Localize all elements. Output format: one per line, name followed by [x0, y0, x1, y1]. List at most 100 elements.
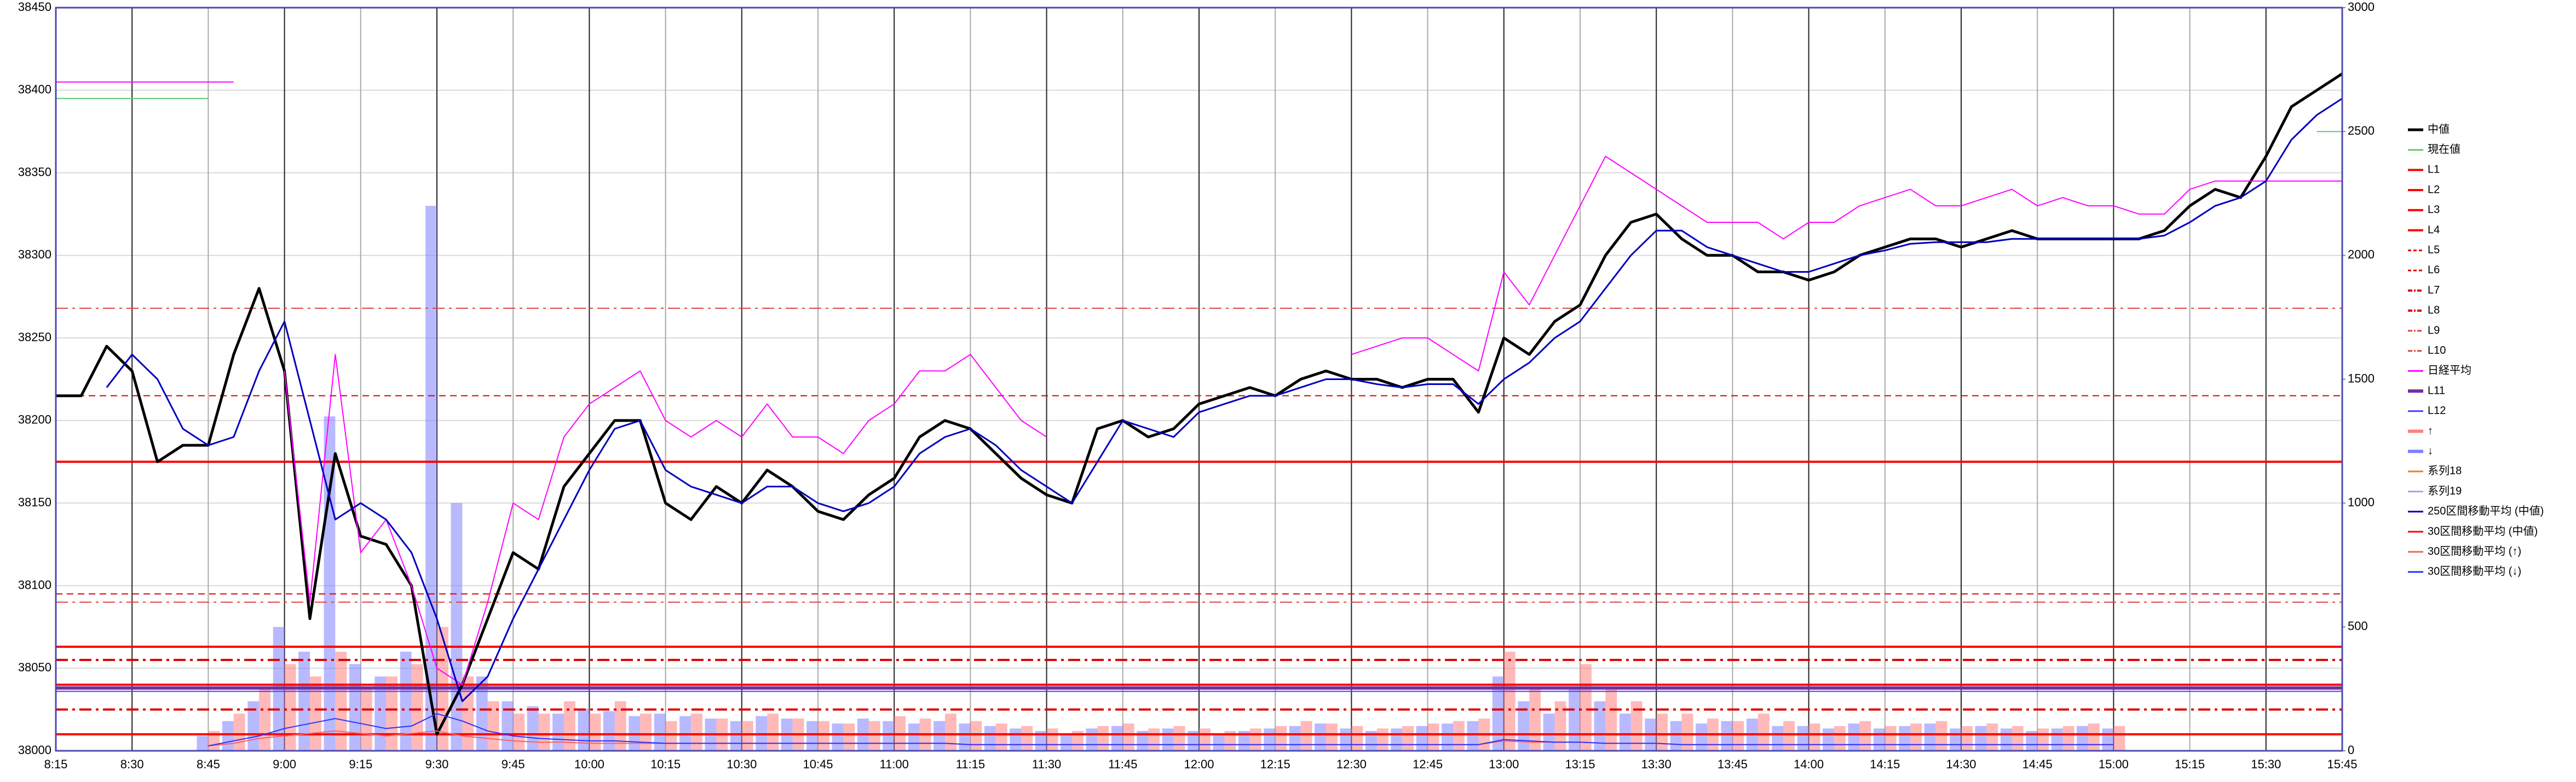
x-tick-label: 12:30 — [1336, 757, 1367, 771]
volume-bar — [1086, 728, 1098, 751]
volume-bar — [1580, 664, 1592, 751]
legend-label: L11 — [2428, 384, 2445, 396]
y2-tick-label: 3000 — [2348, 0, 2375, 14]
volume-bar — [1289, 726, 1301, 751]
volume-bar — [933, 721, 945, 751]
x-tick-label: 10:30 — [727, 757, 757, 771]
volume-bar — [1402, 726, 1414, 751]
legend-label: L4 — [2428, 224, 2440, 236]
x-tick-label: 13:15 — [1565, 757, 1595, 771]
x-tick-label: 13:45 — [1718, 757, 1748, 771]
y-tick-label: 38450 — [18, 0, 51, 14]
y2-tick-label: 0 — [2348, 743, 2354, 757]
y2-tick-label: 2000 — [2348, 248, 2375, 261]
volume-bar — [945, 714, 956, 751]
legend-label: 30区間移動平均 (中値) — [2428, 525, 2538, 537]
volume-bar — [538, 714, 550, 751]
x-tick-label: 8:30 — [120, 757, 144, 771]
y-tick-label: 38150 — [18, 495, 51, 509]
volume-bar — [1249, 728, 1261, 751]
volume-bar — [1427, 723, 1439, 751]
volume-bar — [1503, 652, 1515, 751]
volume-bar — [654, 714, 666, 751]
legend-label: L3 — [2428, 204, 2440, 216]
volume-bar — [400, 652, 412, 751]
x-tick-label: 14:45 — [2022, 757, 2053, 771]
volume-bar — [451, 503, 463, 751]
volume-bar — [197, 735, 209, 751]
volume-bar — [1656, 714, 1668, 751]
volume-bar — [527, 706, 539, 751]
legend-label: L9 — [2428, 324, 2440, 336]
volume-bar — [502, 701, 514, 751]
volume-bar — [1808, 723, 1820, 751]
volume-bar — [1097, 726, 1109, 751]
y-tick-label: 38100 — [18, 578, 51, 591]
x-tick-label: 15:00 — [2099, 757, 2129, 771]
legend-label: L7 — [2428, 284, 2440, 296]
legend-label: L12 — [2428, 405, 2446, 417]
volume-bar — [1797, 726, 1809, 751]
volume-bar — [2012, 726, 2024, 751]
x-tick-label: 12:45 — [1413, 757, 1443, 771]
volume-bar — [2102, 728, 2114, 751]
volume-bar — [513, 714, 525, 751]
legend-label: L2 — [2428, 183, 2440, 196]
volume-bar — [1848, 723, 1860, 751]
volume-bar — [1365, 731, 1377, 751]
volume-bar — [1859, 721, 1871, 751]
volume-bar — [1061, 733, 1072, 751]
volume-bar — [1021, 726, 1033, 751]
volume-bar — [233, 714, 245, 751]
volume-bar — [1376, 728, 1388, 751]
volume-bar — [1326, 723, 1338, 751]
volume-bar — [1783, 721, 1795, 751]
volume-bar — [1823, 728, 1834, 751]
x-tick-label: 8:45 — [197, 757, 220, 771]
volume-bar — [2062, 726, 2074, 751]
volume-bar — [1275, 726, 1287, 751]
volume-bar — [2088, 723, 2100, 751]
volume-bar — [767, 714, 779, 751]
volume-bar — [349, 664, 361, 751]
x-tick-label: 12:00 — [1184, 757, 1214, 771]
volume-bar — [1619, 714, 1631, 751]
plot-frame — [55, 7, 2343, 752]
volume-bar — [1899, 726, 1911, 751]
volume-bar — [1416, 726, 1428, 751]
volume-bar — [1950, 728, 1961, 751]
volume-bar — [640, 714, 652, 751]
volume-bar — [2000, 728, 2012, 751]
volume-bar — [1986, 723, 1998, 751]
y-tick-label: 38000 — [18, 743, 51, 757]
volume-bar — [832, 723, 844, 751]
volume-bar — [1224, 731, 1236, 751]
series-line — [284, 354, 1047, 686]
volume-bar — [1162, 728, 1174, 751]
volume-bar — [247, 701, 260, 751]
volume-bar — [2077, 726, 2088, 751]
volume-bar — [360, 688, 372, 751]
volume-bar — [908, 723, 920, 751]
volume-bar — [386, 676, 398, 751]
volume-bar — [1554, 701, 1566, 751]
legend-label: L10 — [2428, 344, 2446, 357]
x-tick-label: 9:45 — [502, 757, 525, 771]
volume-bar — [995, 723, 1007, 751]
y-tick-label: 38200 — [18, 413, 51, 427]
volume-bar — [1975, 726, 1987, 751]
volume-bar — [1188, 731, 1199, 751]
volume-bar — [1046, 728, 1058, 751]
volume-bar — [2037, 728, 2049, 751]
volume-bar — [284, 664, 296, 751]
volume-bar — [1391, 728, 1403, 751]
y-tick-label: 38050 — [18, 660, 51, 674]
legend-label: 30区間移動平均 (↑) — [2428, 545, 2521, 557]
volume-bar — [1137, 731, 1149, 751]
x-tick-label: 10:15 — [650, 757, 681, 771]
volume-bar — [1111, 726, 1123, 751]
legend-label: L8 — [2428, 304, 2440, 317]
y2-tick-label: 1500 — [2348, 371, 2375, 385]
volume-bar — [1543, 714, 1555, 751]
